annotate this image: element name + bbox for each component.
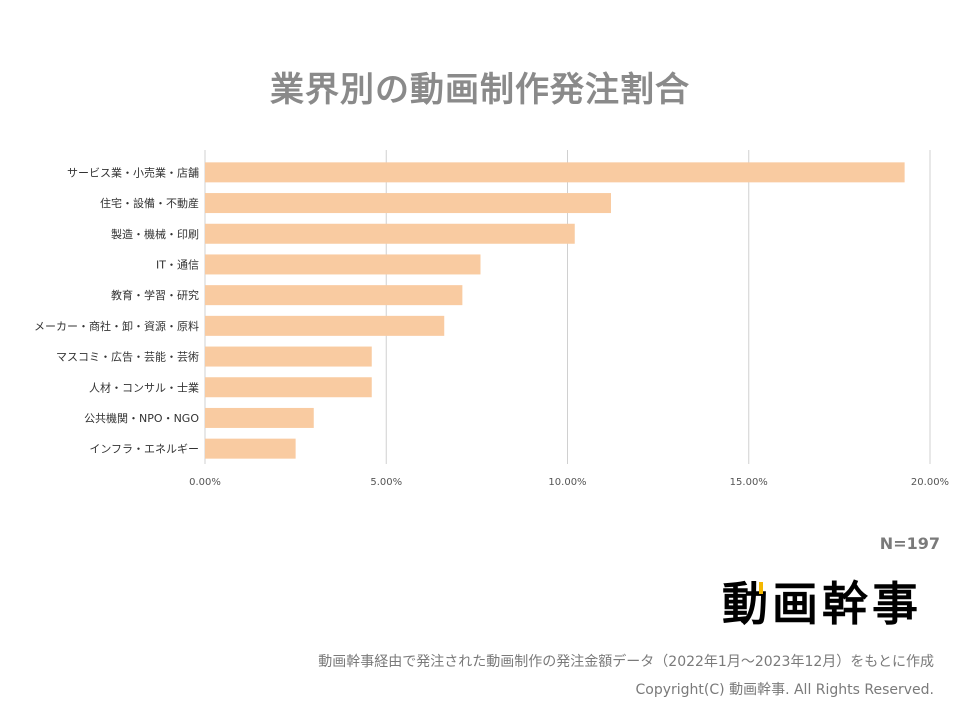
- bar: [205, 438, 296, 459]
- bar: [205, 407, 314, 428]
- category-label: マスコミ・広告・芸能・芸術: [56, 350, 199, 364]
- category-label: 公共機関・NPO・NGO: [84, 411, 199, 425]
- bar: [205, 377, 372, 398]
- sample-size-label: N=197: [879, 534, 940, 553]
- x-tick-label: 15.00%: [730, 477, 768, 488]
- bar: [205, 254, 481, 275]
- x-tick-label: 5.00%: [370, 477, 402, 488]
- bar: [205, 162, 905, 183]
- bar: [205, 285, 463, 306]
- logo-accent-mark: [759, 582, 763, 594]
- category-label: インフラ・エネルギー: [89, 443, 199, 456]
- bar: [205, 315, 445, 336]
- category-label: サービス業・小売業・店舗: [67, 165, 199, 179]
- brand-logo: 動画幹事: [722, 574, 932, 631]
- category-label: 製造・機械・印刷: [111, 227, 199, 241]
- chart-title: 業界別の動画制作発注割合: [270, 70, 690, 110]
- category-label: 人材・コンサル・士業: [89, 380, 199, 394]
- bar: [205, 346, 372, 367]
- x-tick-label: 20.00%: [911, 477, 949, 488]
- x-tick-label: 0.00%: [189, 477, 221, 488]
- category-label: 教育・学習・研究: [111, 288, 199, 302]
- category-label: IT・通信: [156, 258, 199, 271]
- x-tick-label: 10.00%: [548, 477, 586, 488]
- category-label: メーカー・商社・卸・資源・原料: [34, 319, 199, 333]
- copyright-notice: Copyright(C) 動画幹事. All Rights Reserved.: [635, 682, 934, 698]
- source-footnote: 動画幹事経由で発注された動画制作の発注金額データ（2022年1月～2023年12…: [318, 654, 934, 670]
- logo-text: 動画幹事: [722, 577, 922, 630]
- category-label: 住宅・設備・不動産: [100, 196, 199, 210]
- bar: [205, 193, 611, 214]
- bar: [205, 223, 575, 244]
